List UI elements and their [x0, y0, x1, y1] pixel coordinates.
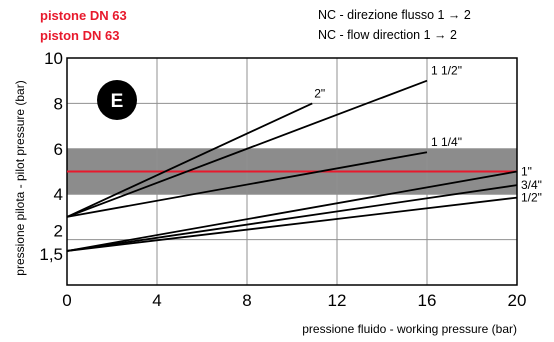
series-label: 2"	[314, 86, 325, 100]
x-tick-label: 20	[508, 291, 527, 310]
x-axis-title: pressione fluido - working pressure (bar…	[302, 322, 517, 336]
y-axis-title: pressione pilota - pilot pressure (bar)	[13, 80, 27, 275]
series-line	[66, 79, 428, 218]
series-line	[66, 170, 518, 252]
x-tick-label: 16	[418, 291, 437, 310]
x-tick-label: 0	[62, 291, 71, 310]
x-ticks: 0 4 8 12 16 20	[62, 291, 526, 310]
series-label: 1 1/4"	[431, 135, 462, 149]
series-label: 1/2"	[521, 191, 542, 205]
y-tick-label: 1,5	[39, 245, 63, 264]
y-ticks: 1,5 2 4 6 8 10	[39, 49, 63, 264]
series-line	[66, 102, 313, 218]
series-labels: 2" 1 1/2" 1 1/4" 1"3/4"1/2"	[314, 64, 542, 205]
x-tick-label: 8	[242, 291, 251, 310]
y-tick-label: 6	[54, 140, 63, 159]
series-label: 1 1/2"	[431, 64, 462, 78]
y-tick-label: 10	[44, 49, 63, 68]
badge-circle	[97, 80, 137, 120]
series-label: 3/4"	[521, 178, 542, 192]
y-tick-label: 4	[54, 185, 63, 204]
piston-label-it: pistone DN 63	[40, 8, 127, 23]
flow-direction-en: NC - flow direction 1 → 2	[318, 28, 457, 42]
series-line	[66, 184, 518, 252]
piston-label-en: piston DN 63	[40, 28, 120, 43]
x-tick-label: 12	[328, 291, 347, 310]
series-line	[66, 151, 428, 218]
y-tick-label: 8	[54, 94, 63, 113]
series	[66, 79, 518, 252]
series-line	[66, 196, 518, 252]
y-tick-label: 2	[54, 222, 63, 241]
badge-letter: E	[111, 91, 124, 112]
flow-direction-it: NC - direzione flusso 1 → 2	[318, 8, 471, 22]
x-tick-label: 4	[152, 291, 161, 310]
series-label: 1"	[521, 165, 532, 179]
